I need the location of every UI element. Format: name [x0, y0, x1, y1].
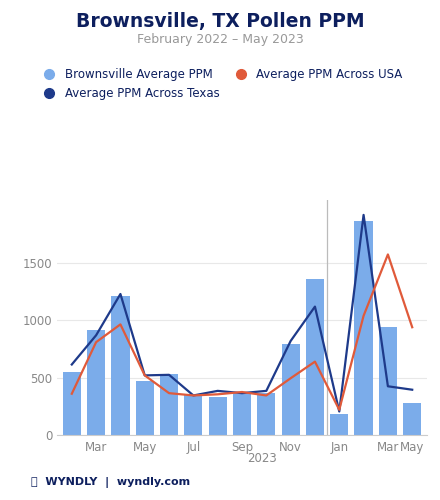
Bar [87, 330, 105, 435]
Bar [379, 327, 397, 435]
Bar [403, 404, 422, 435]
Legend: Brownsville Average PPM, Average PPM Across Texas, Average PPM Across USA: Brownsville Average PPM, Average PPM Acr… [33, 64, 407, 105]
Bar [111, 296, 129, 435]
Bar [136, 381, 154, 435]
Bar [160, 374, 178, 435]
Bar [62, 372, 81, 435]
Bar [257, 392, 275, 435]
Text: February 2022 – May 2023: February 2022 – May 2023 [137, 32, 303, 46]
Text: Brownsville, TX Pollen PPM: Brownsville, TX Pollen PPM [76, 12, 364, 32]
Bar [330, 414, 348, 435]
Bar [184, 395, 202, 435]
Text: ⓦ  WYNDLY  |  wyndly.com: ⓦ WYNDLY | wyndly.com [31, 476, 190, 488]
Bar [209, 397, 227, 435]
Bar [355, 220, 373, 435]
Bar [233, 394, 251, 435]
Bar [306, 279, 324, 435]
Text: 2023: 2023 [247, 452, 277, 466]
Bar [282, 344, 300, 435]
